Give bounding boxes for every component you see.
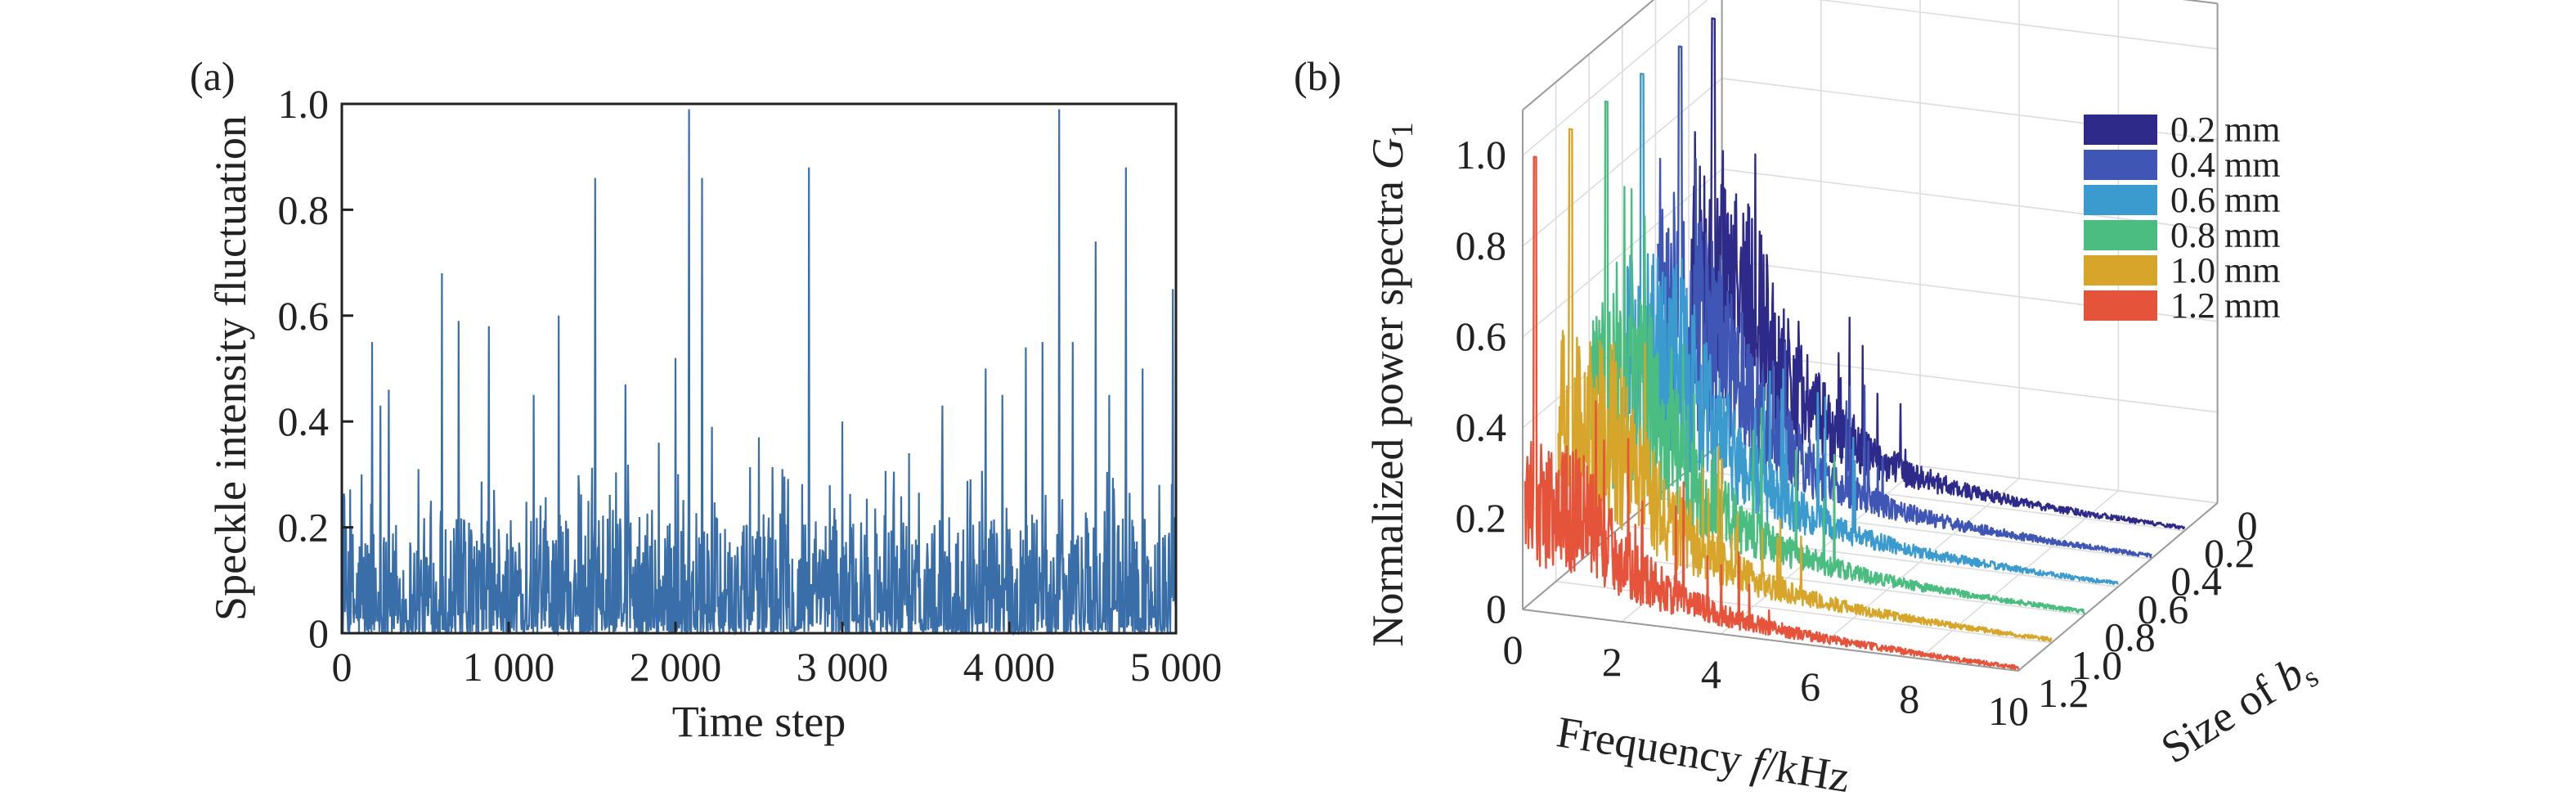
panel-b-depth-tick-label: 0.4 bbox=[2170, 558, 2222, 604]
panel-b-z-tick-label: 0.6 bbox=[1456, 313, 1507, 359]
panel-a-ticks: 0 1 000 2 000 3 000 4 000 5 000 0 0.2 0.4 0.6 0.8 1… bbox=[278, 81, 1223, 690]
panel-b-depth-tick-label: 0.8 bbox=[2104, 614, 2156, 660]
panel-b-back-grid-line bbox=[1816, 0, 2218, 50]
panel-a: (a) 0 1 000 2 000 3 000 4 000 5 000 0 0.2 0.4 0.6… bbox=[190, 53, 1222, 746]
legend-label: 0.8 mm bbox=[2170, 215, 2280, 255]
panel-b-z-tick-label: 0 bbox=[1486, 586, 1506, 632]
panel-b-series-line bbox=[1591, 100, 2086, 614]
panel-a-x-axis-label: Time step bbox=[672, 697, 846, 746]
panel-a-x-tick-label: 5 000 bbox=[1130, 644, 1223, 690]
legend-swatch bbox=[2084, 115, 2157, 145]
legend-label: 0.2 mm bbox=[2170, 110, 2280, 150]
panel-b-z-tick-label: 1.0 bbox=[1456, 132, 1507, 178]
panel-b-depth-axis-label: Size of bs bbox=[2152, 642, 2324, 777]
panel-b-trace-group bbox=[1524, 17, 2186, 671]
panel-b-y-axis-label: Normalized power spectra G1 bbox=[1363, 122, 1420, 646]
panel-b-floor-grid-line bbox=[1589, 552, 2085, 616]
panel-a-y-axis-label: Speckle intensity fluctuation bbox=[206, 115, 255, 621]
panel-b-x-tick-label: 2 bbox=[1602, 639, 1622, 685]
panel-a-x-tick-label: 4 000 bbox=[963, 644, 1056, 690]
panel-b-frame-edge bbox=[1522, 0, 1655, 111]
legend-swatch bbox=[2084, 255, 2157, 286]
panel-b-z-tick-label: 0.8 bbox=[1456, 223, 1507, 268]
panel-b-x-tick-label: 10 bbox=[1988, 688, 2029, 734]
panel-b-ticks: 00.20.40.60.81.00 2 4 6 8 1000.20.40.60.81.01… bbox=[1456, 132, 2258, 734]
panel-b-x-tick-label: 4 bbox=[1701, 651, 1721, 697]
panel-a-x-tick-label: 0 bbox=[332, 644, 352, 690]
legend-label: 1.0 mm bbox=[2170, 250, 2280, 290]
panel-b-depth-tick-label: 1.0 bbox=[2071, 642, 2123, 688]
panel-b-z-tick-label: 0.4 bbox=[1456, 404, 1507, 450]
legend-label: 1.2 mm bbox=[2170, 286, 2280, 326]
panel-b-depth-tick-label: 1.2 bbox=[2038, 670, 2089, 716]
panel-a-y-tick-label: 0.6 bbox=[278, 293, 330, 339]
panel-a-y-tick-label: 0.2 bbox=[278, 505, 330, 551]
panel-a-x-tick-label: 1 000 bbox=[463, 644, 555, 690]
panel-b-floor-grid-line bbox=[1721, 441, 2218, 504]
legend-swatch bbox=[2084, 290, 2157, 321]
panel-b-x-axis-label: Frequency f/kHz bbox=[1554, 707, 1853, 802]
panel-b-depth-tick-label: 0.2 bbox=[2204, 530, 2255, 576]
legend-swatch bbox=[2084, 185, 2157, 215]
legend-label: 0.4 mm bbox=[2170, 145, 2280, 185]
panel-b-depth-tick-label: 0.6 bbox=[2138, 586, 2189, 632]
panel-b-floor-grid-line bbox=[1655, 497, 2152, 560]
legend-label: 0.6 mm bbox=[2170, 180, 2280, 220]
panel-a-x-tick-label: 2 000 bbox=[630, 644, 722, 690]
panel-b: (b) 00.20.40.60.81.00 2 4 6 8 1000.20.40.60.8… bbox=[1294, 0, 2324, 802]
panel-b-depth-tick-label: 0 bbox=[2237, 502, 2258, 548]
panel-b-z-tick-label: 0.2 bbox=[1456, 495, 1507, 541]
panel-b-frame-edge bbox=[2017, 502, 2219, 672]
panel-b-x-tick-label: 6 bbox=[1800, 663, 1820, 709]
panel-a-trace-group bbox=[340, 109, 1178, 636]
panel-b-frame-edge bbox=[2182, 0, 2218, 5]
panel-a-series-line bbox=[340, 109, 1178, 636]
panel-b-series-line bbox=[1557, 128, 2053, 643]
panel-a-y-tick-label: 0.4 bbox=[278, 398, 330, 444]
panel-b-floor-grid-line bbox=[1622, 524, 2118, 588]
panel-a-label: (a) bbox=[190, 53, 236, 99]
panel-b-series-line bbox=[1623, 73, 2119, 586]
panel-b-series-line bbox=[1657, 45, 2152, 559]
panel-a-x-tick-label: 3 000 bbox=[797, 644, 889, 690]
panel-b-label: (b) bbox=[1294, 53, 1341, 99]
panel-a-y-tick-label: 1.0 bbox=[278, 81, 330, 127]
panel-b-x-tick-label: 0 bbox=[1503, 627, 1524, 672]
panel-b-x-tick-label: 8 bbox=[1899, 676, 1919, 722]
panel-b-series-line bbox=[1524, 155, 2020, 671]
panel-a-y-tick-label: 0 bbox=[308, 610, 329, 656]
panel-a-y-tick-label: 0.8 bbox=[278, 187, 330, 232]
legend-swatch bbox=[2084, 150, 2157, 180]
panel-b-frame-edge bbox=[1522, 609, 2019, 672]
panel-b-legend: 0.2 mm0.4 mm0.6 mm0.8 mm1.0 mm1.2 mm bbox=[2084, 110, 2280, 326]
panel-b-back-grid-line bbox=[1721, 350, 2218, 413]
panel-a-axes-box bbox=[340, 102, 1178, 635]
legend-swatch bbox=[2084, 220, 2157, 250]
